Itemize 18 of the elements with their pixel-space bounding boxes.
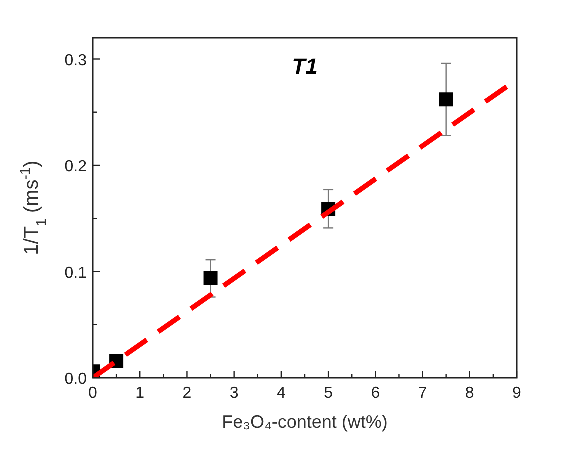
x-axis-title: Fe₃O₄-content (wt%): [222, 412, 388, 432]
x-tick-label: 4: [276, 385, 286, 402]
x-tick-label: 2: [182, 385, 192, 402]
x-tick-label: 6: [371, 385, 380, 402]
y-tick-label: 0.3: [64, 52, 88, 70]
x-tick-label: 1: [136, 385, 145, 402]
y-tick-label: 0.0: [64, 371, 88, 388]
y-tick-label: 0.1: [64, 264, 88, 282]
x-tick-label: 3: [230, 385, 239, 402]
x-tick-label: 8: [465, 385, 474, 402]
x-tick-label: 9: [512, 385, 522, 402]
x-tick-label: 0: [88, 385, 98, 402]
x-tick-label: 7: [418, 385, 428, 402]
text: T1: [292, 54, 318, 79]
point: [204, 271, 218, 286]
y-tick-label: 0.2: [64, 158, 88, 176]
x-tick-label: 5: [324, 385, 334, 402]
point: [439, 92, 454, 107]
